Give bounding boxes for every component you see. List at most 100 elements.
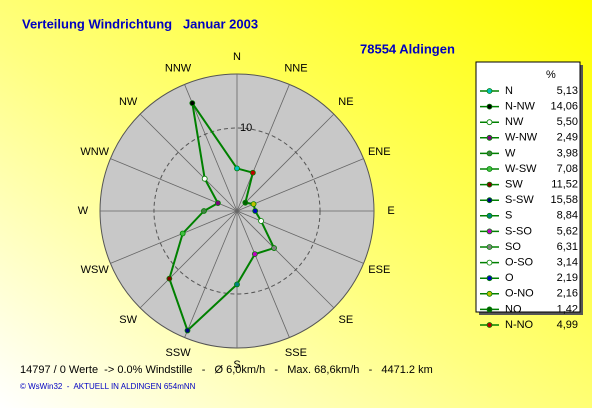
legend-name: N: [505, 85, 513, 97]
point: [214, 200, 221, 206]
direction-label: NNW: [165, 63, 192, 75]
spoke: [139, 113, 238, 212]
spoke: [236, 158, 364, 212]
spoke: [110, 210, 238, 264]
direction-label: SW: [119, 314, 137, 326]
point: [184, 327, 191, 334]
point: [234, 281, 240, 288]
legend-marker: [486, 259, 493, 266]
legend-name: SW: [505, 179, 523, 191]
legend-name: S-SO: [505, 225, 532, 237]
direction-label: ENE: [368, 146, 391, 158]
legend-name: SO: [505, 241, 521, 253]
spoke: [236, 210, 364, 264]
legend-marker: [486, 275, 493, 282]
legend-value: 5,62: [557, 225, 578, 237]
legend-name: NW: [505, 116, 524, 128]
point: [251, 251, 258, 258]
direction-label: N: [233, 51, 241, 63]
legend-marker: [486, 290, 493, 297]
legend-marker: [486, 88, 493, 94]
spoke: [236, 113, 335, 212]
legend-marker: [486, 103, 493, 110]
legend-marker: [486, 306, 493, 313]
spoke: [236, 210, 290, 338]
direction-label: SSE: [285, 347, 307, 359]
legend-name: N-NW: [505, 101, 536, 113]
legend-value: 6,31: [557, 241, 578, 253]
footer: 14797 / 0 Werte -> 0.0% Windstille - Ø 6…: [20, 364, 433, 376]
legend-value: 2,49: [557, 132, 578, 144]
legend-value: 1,42: [557, 303, 578, 315]
point: [242, 199, 249, 206]
legend-name: O-NO: [505, 288, 534, 300]
direction-label: E: [387, 205, 394, 217]
direction-label: WSW: [81, 264, 110, 276]
legend-value: 11,52: [551, 179, 578, 191]
direction-label: S: [233, 359, 240, 371]
r-tick-label: 10: [240, 122, 252, 134]
legend-name: S: [505, 210, 512, 222]
legend-value: 8,84: [557, 210, 578, 222]
legend-marker: [486, 150, 493, 157]
legend-name: W-NW: [505, 132, 538, 144]
legend-box: [475, 61, 581, 313]
legend-marker: [486, 197, 493, 204]
chart-subtitle: 78554 Aldingen: [360, 41, 455, 56]
legend-value: 4,99: [557, 319, 578, 331]
spoke: [184, 210, 238, 338]
point: [249, 169, 256, 176]
direction-label: SSW: [166, 347, 192, 359]
legend-value: 14,06: [550, 101, 578, 113]
point: [234, 165, 240, 172]
point: [250, 201, 257, 208]
legend-marker: [486, 119, 493, 126]
legend-value: 5,13: [557, 85, 578, 97]
legend-marker: [486, 166, 493, 172]
legend-marker: [486, 322, 493, 328]
credit: © WsWin32 - AKTUELL IN ALDINGEN 654mNN: [20, 382, 196, 391]
legend-name: O-SO: [505, 257, 534, 269]
legend-marker: [486, 181, 493, 188]
point: [166, 275, 173, 282]
legend-name: O: [505, 272, 514, 284]
chart-title: Verteilung Windrichtung Januar 2003: [22, 16, 258, 31]
legend-value: 5,50: [557, 116, 578, 128]
point: [258, 218, 264, 224]
legend-marker: [486, 134, 493, 141]
legend-marker: [486, 244, 493, 250]
grid-ring: [153, 127, 321, 295]
direction-label: NE: [338, 96, 353, 108]
legend-name: W-SW: [505, 163, 537, 175]
spoke: [139, 210, 238, 309]
legend-marker: [486, 228, 493, 235]
direction-label: NW: [119, 96, 138, 108]
point: [179, 230, 186, 237]
point: [189, 100, 196, 107]
legend-name: N-NO: [505, 319, 534, 331]
legend-value: 7,08: [557, 163, 578, 175]
legend-title: %: [546, 69, 556, 81]
legend-value: 3,14: [557, 257, 578, 269]
legend-marker: [486, 212, 493, 219]
legend-name: S-SW: [505, 194, 534, 206]
point: [201, 208, 207, 214]
legend-value: 3,98: [557, 147, 578, 159]
direction-label: WNW: [80, 146, 109, 158]
point: [271, 245, 277, 251]
legend-value: 2,16: [557, 288, 578, 300]
legend-value: 2,19: [557, 272, 578, 284]
legend-name: NO: [505, 303, 522, 315]
direction-label: W: [78, 205, 89, 217]
legend-value: 15,58: [550, 194, 578, 206]
point: [201, 175, 208, 182]
spoke: [236, 84, 290, 212]
point: [252, 208, 259, 214]
spoke: [236, 210, 335, 309]
legend-name: W: [505, 147, 516, 159]
direction-label: NNE: [284, 63, 307, 75]
direction-label: SE: [339, 314, 354, 326]
direction-label: ESE: [368, 264, 390, 276]
